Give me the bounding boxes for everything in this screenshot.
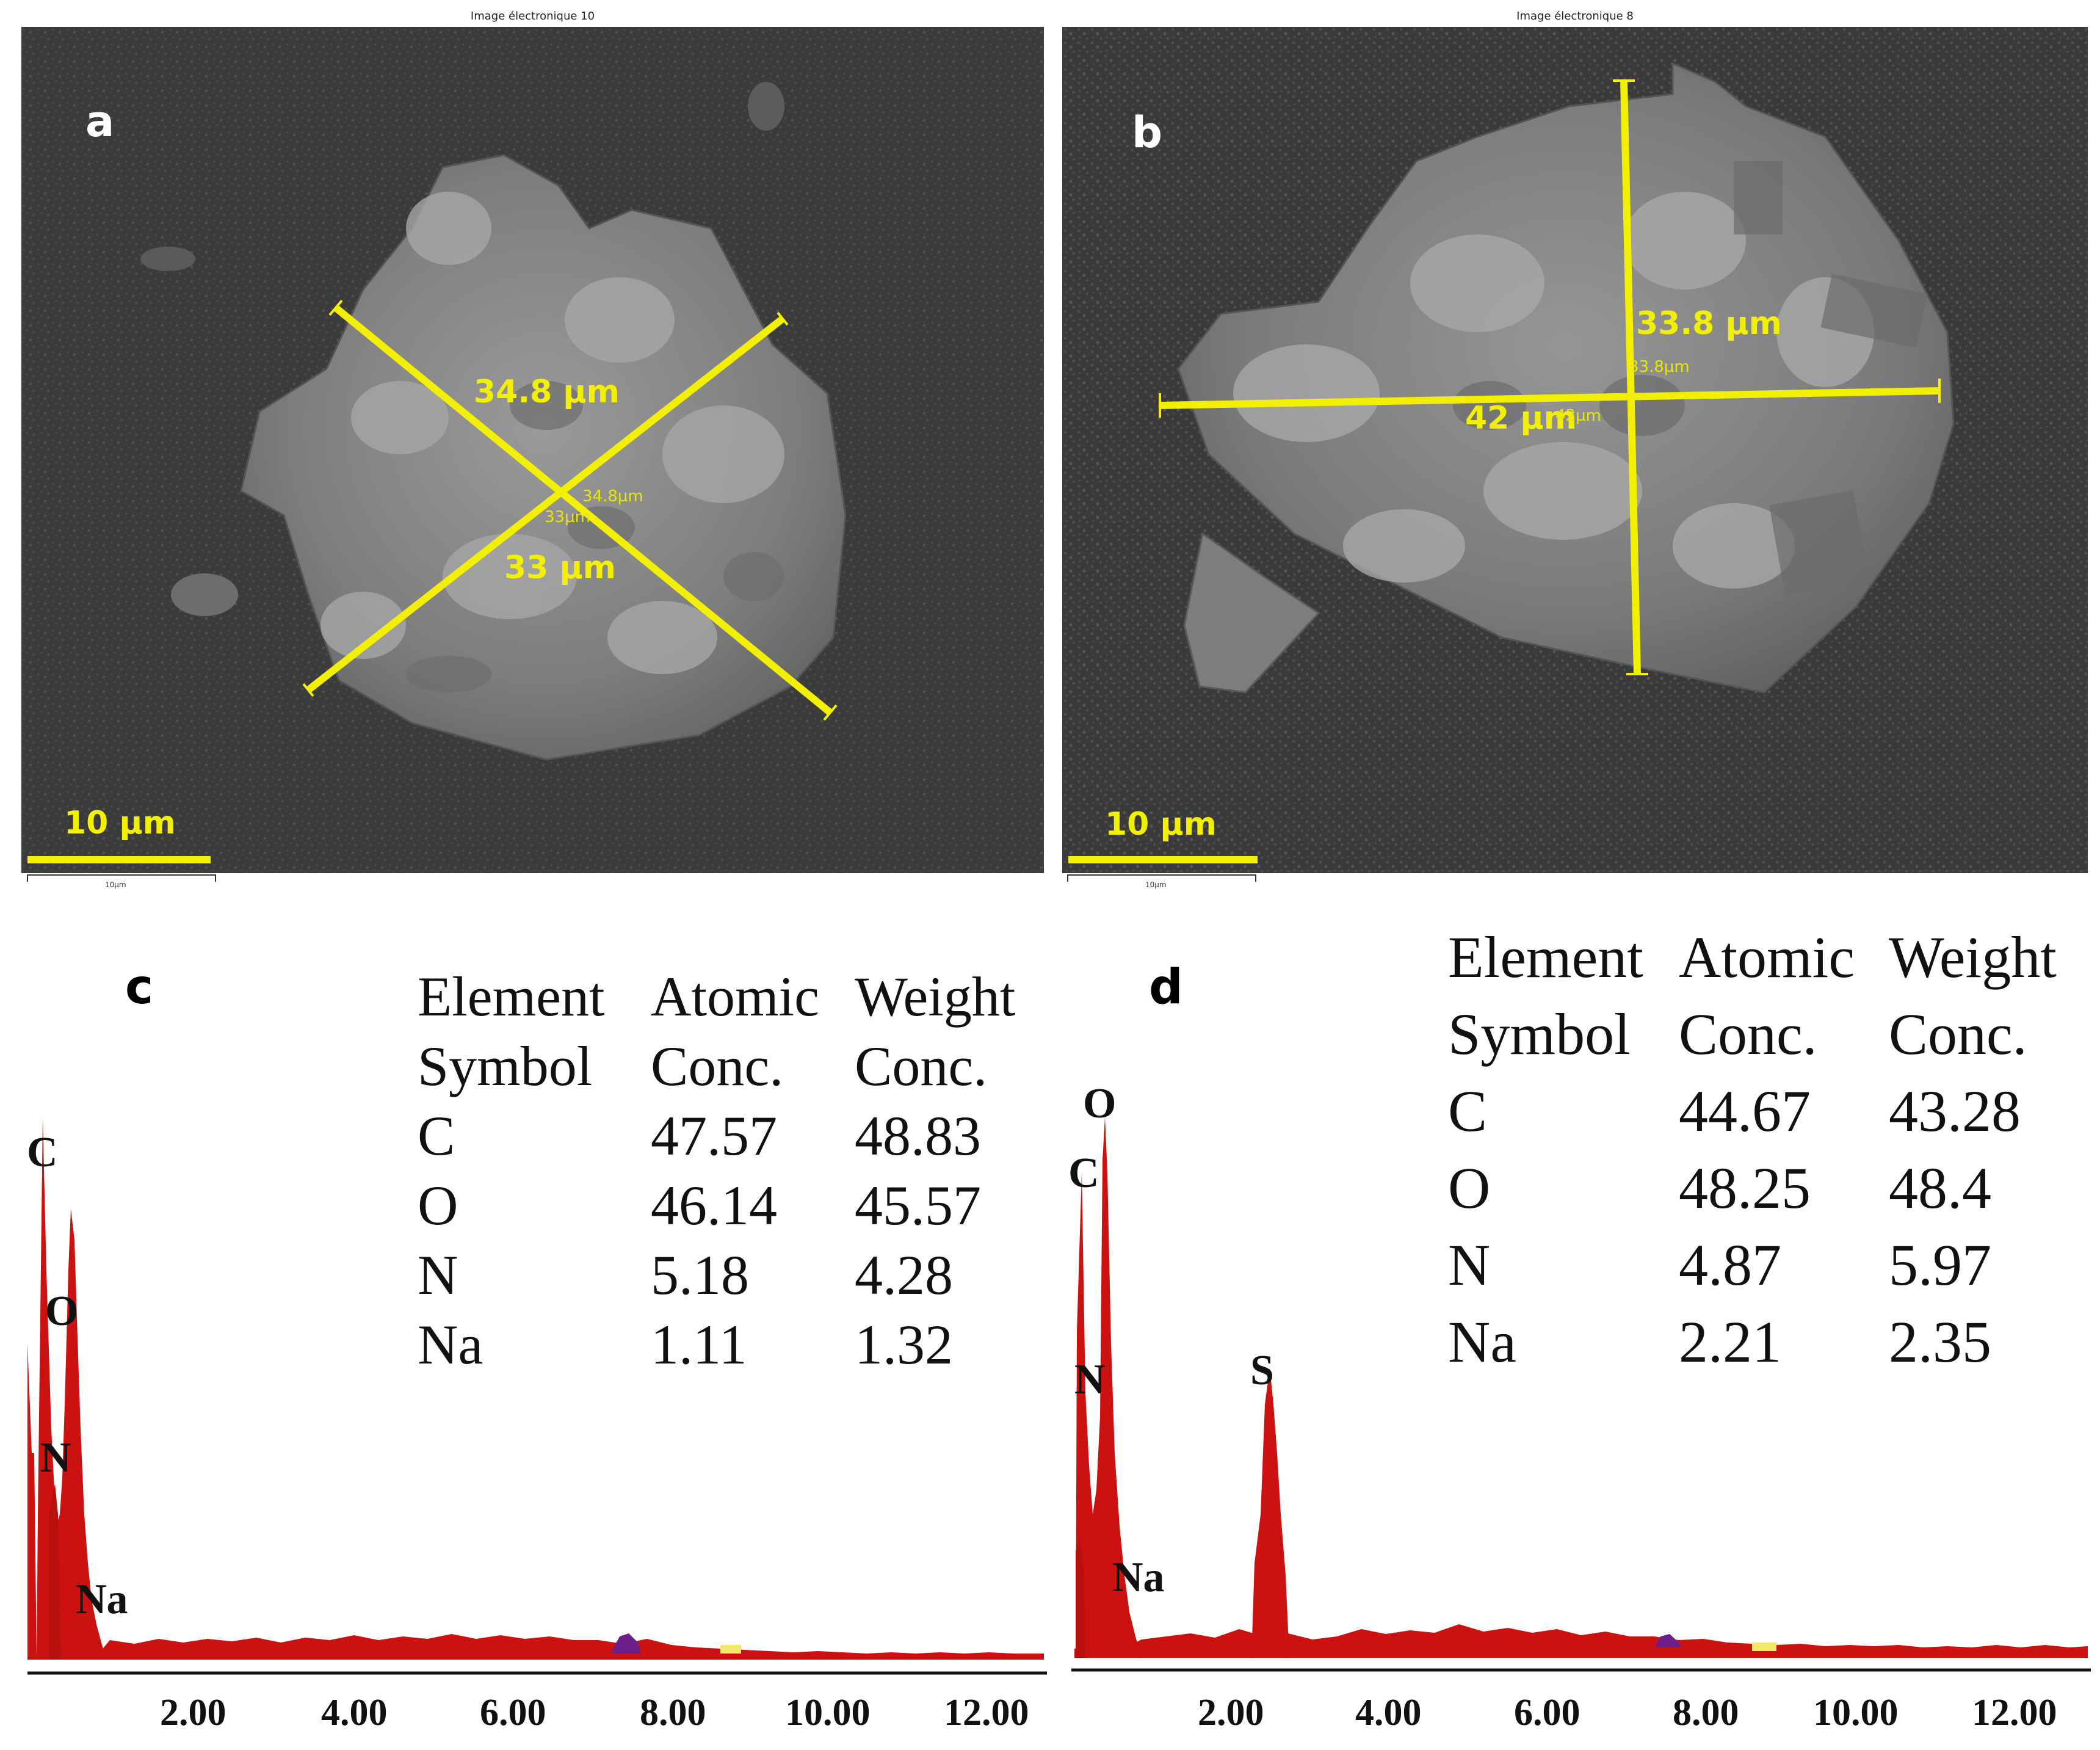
- table-c-header-weight-conc: Conc.: [855, 1035, 988, 1097]
- table-row: O 48.25 48.4: [1448, 1150, 2057, 1227]
- peak-label-d-Na: Na: [1112, 1554, 1165, 1601]
- table-cell: 1.11: [651, 1313, 747, 1376]
- peak-label-d-N: N: [1074, 1356, 1106, 1403]
- peak-label-d-S: S: [1250, 1347, 1274, 1394]
- table-d-header-symbol: Symbol: [1448, 1001, 1631, 1067]
- table-d-header-atomic-conc: Conc.: [1679, 1001, 1817, 1067]
- table-cell: Na: [1448, 1309, 1516, 1374]
- table-row: N 5.18 4.28: [418, 1240, 1015, 1310]
- table-cell: 2.35: [1889, 1309, 1991, 1374]
- table-cell: N: [1448, 1232, 1491, 1298]
- eds-table-c: Element Atomic Weight Symbol Conc. Conc.…: [418, 962, 1015, 1379]
- x-tick-d: 4.00: [1355, 1692, 1422, 1734]
- table-c-header-atomic: Atomic: [651, 965, 819, 1028]
- table-cell: 43.28: [1889, 1078, 2021, 1144]
- x-tick-c: 10.00: [785, 1692, 871, 1734]
- measure-horizontal-b: 42 µm: [1465, 400, 1577, 437]
- sem-image-a: [21, 27, 1044, 873]
- x-tick-d: 10.00: [1813, 1692, 1899, 1734]
- peak-label-c-Na: Na: [76, 1576, 128, 1623]
- scale-tiny-a: 10µm: [105, 880, 126, 889]
- measure-vertical-small-b: 33.8µm: [1629, 358, 1690, 376]
- scale-frame-a: [27, 874, 216, 882]
- peak-label-c-C: C: [27, 1129, 58, 1176]
- table-cell: O: [418, 1174, 458, 1236]
- table-row: C 44.67 43.28: [1448, 1073, 2057, 1150]
- table-c-header-weight: Weight: [855, 965, 1016, 1028]
- scale-tiny-b: 10µm: [1145, 880, 1167, 889]
- x-tick-d: 2.00: [1198, 1692, 1264, 1734]
- table-row: Na 2.21 2.35: [1448, 1304, 2057, 1381]
- x-tick-c: 6.00: [480, 1692, 546, 1734]
- sem-title-b: Image électronique 8: [1516, 10, 1634, 23]
- table-row: Na 1.11 1.32: [418, 1310, 1015, 1379]
- scale-label-a: 10 µm: [64, 805, 176, 841]
- table-cell: 1.32: [855, 1313, 953, 1376]
- table-cell: 47.57: [651, 1105, 777, 1167]
- measure-long-a: 34.8 µm: [474, 374, 620, 410]
- table-cell: 48.25: [1679, 1155, 1811, 1221]
- measure-short-a: 33 µm: [504, 550, 616, 586]
- table-c-header-element: Element: [418, 965, 605, 1028]
- table-cell: 45.57: [855, 1174, 981, 1236]
- table-d-header-element: Element: [1448, 924, 1643, 990]
- table-cell: 4.87: [1679, 1232, 1781, 1298]
- panel-letter-c: c: [125, 960, 154, 1015]
- x-tick-c: 4.00: [321, 1692, 388, 1734]
- peak-label-d-C: C: [1068, 1150, 1099, 1197]
- peak-label-c-O: O: [45, 1288, 79, 1335]
- x-tick-d: 8.00: [1673, 1692, 1739, 1734]
- panel-letter-d: d: [1149, 960, 1183, 1015]
- table-cell: N: [418, 1244, 458, 1306]
- sem-image-b: [1062, 27, 2088, 873]
- eds-spectrum-c: [27, 1117, 1047, 1675]
- eds-spectrum-d: [1071, 1117, 2091, 1672]
- table-d-header-weight-conc: Conc.: [1889, 1001, 2027, 1067]
- table-c-header-atomic-conc: Conc.: [651, 1035, 784, 1097]
- table-cell: 44.67: [1679, 1078, 1811, 1144]
- table-row: N 4.87 5.97: [1448, 1227, 2057, 1304]
- x-tick-d: 12.00: [1972, 1692, 2057, 1734]
- table-cell: 4.28: [855, 1244, 953, 1306]
- measure-short-small-a: 33µm: [545, 508, 590, 526]
- x-tick-d: 6.00: [1514, 1692, 1580, 1734]
- table-cell: 2.21: [1679, 1309, 1781, 1374]
- panel-letter-a: a: [85, 96, 115, 147]
- x-tick-c: 2.00: [160, 1692, 226, 1734]
- table-cell: O: [1448, 1155, 1491, 1221]
- scale-label-b: 10 µm: [1105, 806, 1217, 843]
- x-tick-c: 8.00: [640, 1692, 706, 1734]
- peak-label-d-O: O: [1083, 1080, 1117, 1127]
- table-cell: 48.83: [855, 1105, 981, 1167]
- table-d-header-atomic: Atomic: [1679, 924, 1855, 990]
- table-cell: 46.14: [651, 1174, 777, 1236]
- measure-horizontal-small-b: 42µm: [1555, 407, 1601, 425]
- table-cell: Na: [418, 1313, 483, 1376]
- table-cell: 5.18: [651, 1244, 749, 1306]
- panel-letter-b: b: [1132, 107, 1163, 158]
- table-cell: C: [418, 1105, 455, 1167]
- table-cell: 48.4: [1889, 1155, 1991, 1221]
- table-row: C 47.57 48.83: [418, 1101, 1015, 1171]
- sem-title-a: Image électronique 10: [470, 10, 595, 23]
- table-row: O 46.14 45.57: [418, 1171, 1015, 1240]
- table-c-header-symbol: Symbol: [418, 1035, 593, 1097]
- x-tick-c: 12.00: [944, 1692, 1029, 1734]
- table-cell: C: [1448, 1078, 1488, 1144]
- peak-label-c-N: N: [40, 1434, 71, 1481]
- scale-frame-b: [1067, 874, 1256, 882]
- eds-table-d: Element Atomic Weight Symbol Conc. Conc.…: [1448, 919, 2057, 1381]
- table-d-header-weight: Weight: [1889, 924, 2057, 990]
- measure-vertical-b: 33.8 µm: [1636, 305, 1782, 342]
- table-cell: 5.97: [1889, 1232, 1991, 1298]
- measure-long-small-a: 34.8µm: [582, 487, 643, 506]
